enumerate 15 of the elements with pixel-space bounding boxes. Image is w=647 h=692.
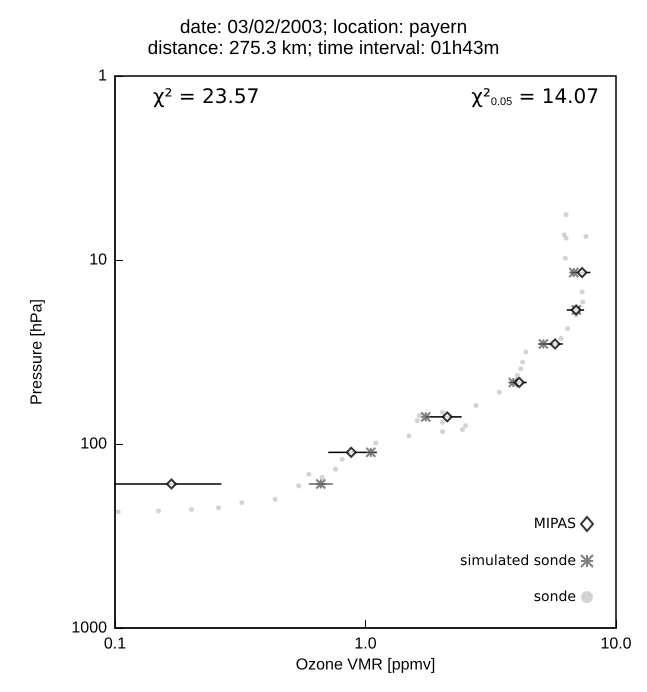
annotation: χ² = 23.57 [153, 84, 260, 108]
legend-label: simulated sonde [460, 553, 576, 569]
y-tick-label: 1 [98, 68, 108, 84]
x-axis-title: Ozone VMR [ppmv] [296, 656, 436, 674]
y-axis-title: Pressure [hPa] [28, 299, 46, 405]
legend-label: MIPAS [534, 516, 576, 532]
y-tick-label: 1000 [71, 620, 108, 636]
legend-label: sonde [534, 589, 576, 605]
y-tick-label: 10 [89, 252, 108, 268]
x-tick-label: 0.1 [104, 636, 126, 652]
annotation: χ²0.05 = 14.07 [471, 84, 600, 108]
chart-title: date: 03/02/2003; location: payern distance: 275.3 km; time interval: 01h43m [148, 17, 500, 59]
y-tick-label: 100 [80, 436, 108, 452]
x-tick-label: 1.0 [354, 636, 377, 652]
x-tick-label: 10.0 [600, 636, 632, 652]
